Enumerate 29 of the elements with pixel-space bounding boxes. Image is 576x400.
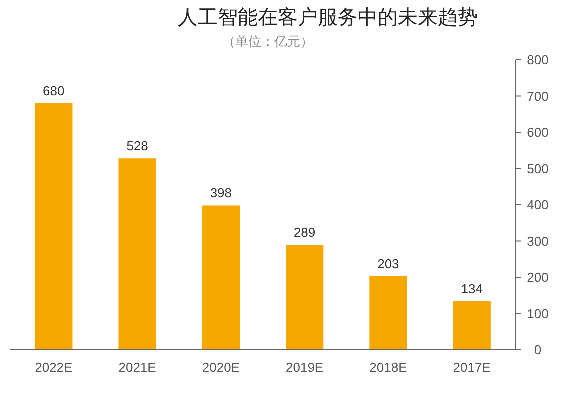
y-tick-label: 200	[527, 270, 549, 286]
data-label: 680	[43, 84, 65, 98]
x-tick-label: 2019E	[286, 360, 324, 375]
x-tick-label: 2017E	[453, 360, 492, 375]
bar	[118, 158, 156, 350]
data-label: 289	[294, 225, 316, 240]
chart-subtitle: （单位：亿元）	[222, 34, 314, 49]
data-label: 134	[461, 281, 483, 296]
bar	[370, 276, 408, 350]
y-tick-label: 400	[527, 198, 549, 213]
y-tick-label: 600	[527, 125, 549, 140]
data-label: 528	[126, 138, 148, 154]
x-tick-label: 2022E	[35, 360, 74, 375]
y-tick-label: 700	[527, 88, 549, 104]
y-tick-label: 500	[527, 161, 549, 176]
data-label: 398	[210, 186, 232, 201]
bar	[35, 104, 73, 350]
bar	[453, 301, 491, 350]
y-tick-label: 100	[527, 306, 549, 322]
y-tick-label: 800	[527, 52, 549, 68]
x-tick-label: 2018E	[370, 360, 408, 375]
bar	[286, 245, 324, 350]
data-label: 203	[378, 256, 400, 272]
chart-title: 人工智能在客户服务中的未来趋势	[178, 7, 478, 29]
bar	[202, 206, 240, 350]
y-tick-label: 0	[534, 342, 542, 358]
x-tick-label: 2021E	[118, 360, 157, 375]
x-tick-label: 2020E	[202, 360, 240, 375]
y-tick-label: 300	[527, 234, 549, 249]
